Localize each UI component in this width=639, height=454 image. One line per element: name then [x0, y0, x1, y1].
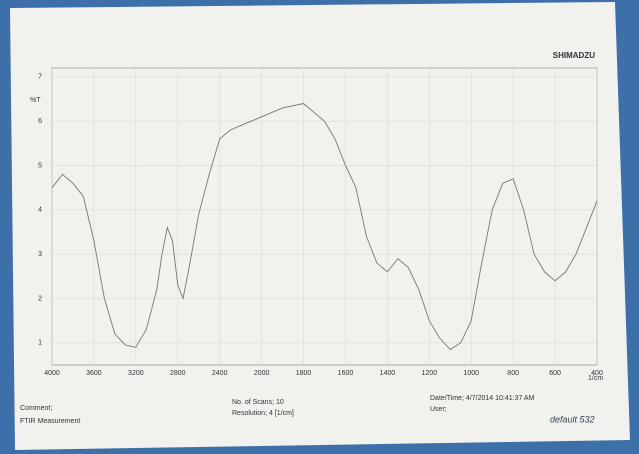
- y-tick-label: 1: [38, 340, 42, 347]
- x-tick-label: 1600: [338, 370, 354, 377]
- x-tick-label: 1200: [422, 370, 438, 377]
- datetime: Date/Time; 4/7/2014 10:41:37 AM: [430, 395, 535, 402]
- y-tick-label: 7: [38, 74, 42, 81]
- method: FTIR Measurement: [20, 418, 80, 425]
- x-axis-label: 1/cm: [588, 375, 603, 382]
- x-tick-label: 400: [591, 370, 603, 377]
- resolution: Resolution; 4 [1/cm]: [232, 410, 294, 417]
- x-tick-label: 4000: [44, 370, 60, 377]
- spectrum-line: [51, 103, 598, 351]
- x-tick-label: 2000: [254, 370, 270, 377]
- x-tick-label: 800: [507, 370, 519, 377]
- handwriting: default 532: [550, 414, 595, 424]
- x-tick-label: 2800: [170, 370, 186, 377]
- paper: [10, 2, 630, 450]
- x-tick-label: 1400: [380, 370, 396, 377]
- y-tick-label: 5: [38, 162, 42, 169]
- x-tick-label: 3200: [128, 370, 144, 377]
- y-tick-label: 6: [38, 118, 42, 125]
- x-tick-label: 2400: [212, 370, 228, 377]
- y-axis-label: %T: [30, 97, 41, 104]
- x-tick-label: 3600: [86, 370, 102, 377]
- y-tick-label: 2: [38, 295, 42, 302]
- y-tick-label: 3: [38, 251, 42, 258]
- brand: SHIMADZU: [553, 51, 595, 60]
- comment: Comment;: [20, 405, 52, 412]
- y-tick-label: 4: [38, 207, 42, 214]
- x-tick-label: 1800: [296, 370, 312, 377]
- user: User;: [430, 406, 447, 413]
- x-tick-label: 600: [549, 370, 561, 377]
- scans: No. of Scans; 10: [232, 399, 284, 406]
- x-tick-label: 1000: [463, 370, 479, 377]
